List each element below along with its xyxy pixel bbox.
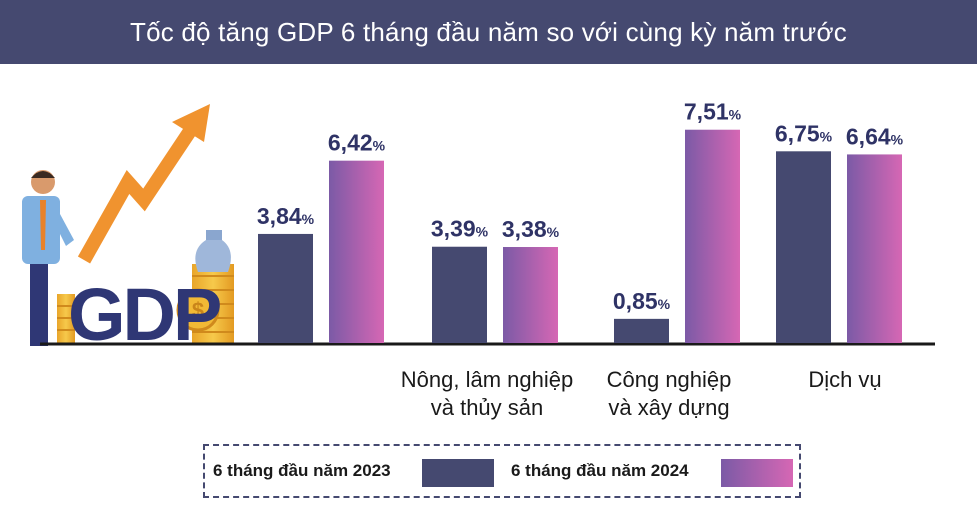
title-bar: Tốc độ tăng GDP 6 tháng đầu năm so với c… <box>0 0 977 64</box>
bar-2023-1 <box>432 246 487 343</box>
category-label-1: Nông, lâm nghiệp và thủy sản <box>400 367 574 420</box>
gdp-illustration: $ GDP <box>22 104 234 356</box>
businessman-icon <box>22 170 74 346</box>
data-label-2024-3: 6,64% <box>846 123 904 149</box>
data-label-2023-1: 3,39% <box>431 216 489 242</box>
legend-swatch-2024 <box>721 459 793 487</box>
legend-label-2023: 6 tháng đầu năm 2023 <box>213 461 391 480</box>
data-label-2023-3: 6,75% <box>775 120 833 146</box>
gdp-bar-chart: $ GDP 3,84% 6,42% 3,39% 3,38% 0,85% 7,51% 6,75… <box>22 99 935 356</box>
data-label-2024-0: 6,42% <box>328 130 386 156</box>
data-label-2023-0: 3,84% <box>257 203 315 229</box>
bar-2024-1 <box>503 247 558 343</box>
gdp-text: GDP <box>68 273 220 356</box>
legend-label-2024: 6 tháng đầu năm 2024 <box>511 461 689 480</box>
coin-stack-icon: $ <box>57 264 234 344</box>
category-label-2: Công nghiệp và xây dựng <box>606 367 732 420</box>
legend-swatch-2023 <box>422 459 494 487</box>
money-bag-icon <box>195 230 231 272</box>
bar-2023-2 <box>614 318 669 343</box>
chart-title: Tốc độ tăng GDP 6 tháng đầu năm so với c… <box>130 16 847 47</box>
bar-2023-0 <box>258 233 313 343</box>
bar-2024-0 <box>329 160 384 343</box>
bars-layer: 3,84% 6,42% 3,39% 3,38% 0,85% 7,51% 6,75% 6,64% <box>257 99 904 343</box>
bar-2023-3 <box>776 151 831 343</box>
svg-text:$: $ <box>192 298 204 323</box>
category-label-3: Dịch vụ <box>808 367 882 392</box>
data-label-2024-2: 7,51% <box>684 99 742 125</box>
data-label-2024-1: 3,38% <box>502 216 560 242</box>
bar-2024-3 <box>847 154 902 343</box>
trend-arrow-icon <box>77 104 210 264</box>
bar-2024-2 <box>685 129 740 343</box>
legend: 6 tháng đầu năm 2023 6 tháng đầu năm 202… <box>203 444 801 498</box>
data-label-2023-2: 0,85% <box>613 288 671 314</box>
